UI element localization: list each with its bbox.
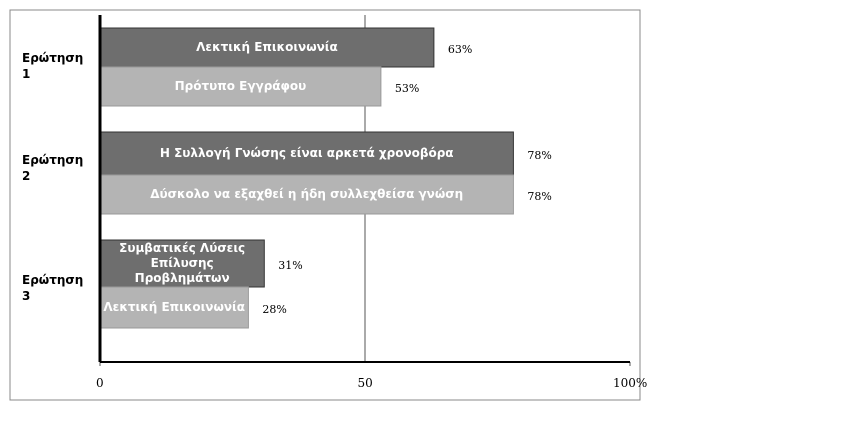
bar [99, 286, 249, 329]
bar [99, 239, 265, 288]
data-label: 78% [527, 190, 552, 203]
bar [99, 66, 382, 107]
bar [99, 131, 514, 176]
category-label: Ερώτηση 1 [22, 51, 84, 81]
bar-label: Η Συλλογή Γνώσης είναι αρκετά χρονοβόρα [159, 146, 454, 160]
bar-label: Λεκτική Επικοινωνία [103, 300, 245, 314]
data-label: 63% [447, 43, 473, 56]
x-tick-label: 50 [357, 376, 373, 390]
data-label: 28% [262, 303, 287, 316]
bar-label: Λεκτική Επικοινωνία [196, 40, 338, 54]
category-label: Ερώτηση 3 [22, 273, 84, 303]
data-label: 31% [278, 259, 303, 272]
category-label: Ερώτηση 2 [22, 153, 84, 183]
x-tick-label: 100% [613, 376, 648, 390]
bar-label: Συμβατικές Λύσεις Επίλυσης Προβλημάτων [119, 241, 246, 285]
data-label: 78% [527, 149, 552, 162]
bar [99, 174, 514, 215]
frame [9, 9, 641, 401]
x-tick-label: 0 [96, 376, 104, 390]
data-label: 53% [394, 82, 420, 95]
bar [99, 27, 435, 68]
bar-label: Δύσκολο να εξαχθεί η ήδη συλλεχθείσα γνώ… [150, 187, 464, 201]
bar-label: Πρότυπο Εγγράφου [174, 79, 307, 93]
